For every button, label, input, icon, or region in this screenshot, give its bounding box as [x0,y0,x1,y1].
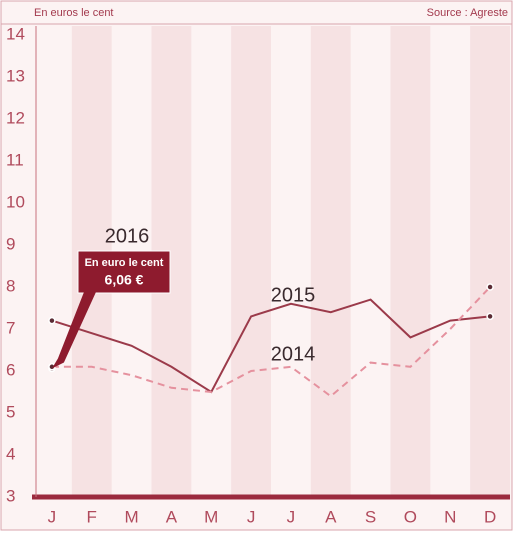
y-tick-label: 7 [6,318,15,337]
end-point [48,316,56,325]
y-tick-label: 14 [6,24,25,43]
x-tick-label: M [204,507,218,526]
annotation-arrow [51,292,96,369]
stripe [390,26,431,497]
y-tick-label: 3 [6,486,15,505]
subtitle: En euros le cent [34,7,114,19]
x-tick-label: D [484,507,496,526]
y-tick-label: 10 [6,192,25,211]
series-line [51,298,491,394]
x-tick-label: N [444,507,456,526]
series-line [51,286,491,398]
series-label: 2014 [271,343,316,365]
y-tick-label: 11 [6,150,24,169]
series-label: 2016 [105,225,150,247]
y-tick-label: 13 [6,66,25,85]
source: Source : Agreste [427,7,508,19]
x-tick-label: J [48,507,57,526]
annotation-box [77,250,171,294]
stripe [231,26,271,497]
x-tick-label: F [87,507,97,526]
annotation-label: 6,06 € [105,272,144,288]
x-tick-label: A [166,507,178,526]
x-tick-label: J [247,507,256,526]
y-tick-label: 8 [6,276,15,295]
y-tick-label: 4 [6,444,15,463]
y-tick-label: 12 [6,108,25,127]
end-point [486,312,494,321]
end-point [486,283,494,291]
x-tick-label: S [365,507,376,526]
x-tick-label: J [287,507,296,526]
stripe [470,26,510,497]
annotation-title: En euro le cent [85,257,164,269]
x-tick-label: O [404,507,417,526]
y-tick-label: 9 [6,234,15,253]
stripe [310,26,351,497]
series-label: 2015 [271,284,316,306]
x-tick-label: A [325,507,337,526]
x-tick-label: M [124,507,138,526]
y-tick-label: 6 [6,360,15,379]
y-tick-label: 5 [6,402,15,421]
